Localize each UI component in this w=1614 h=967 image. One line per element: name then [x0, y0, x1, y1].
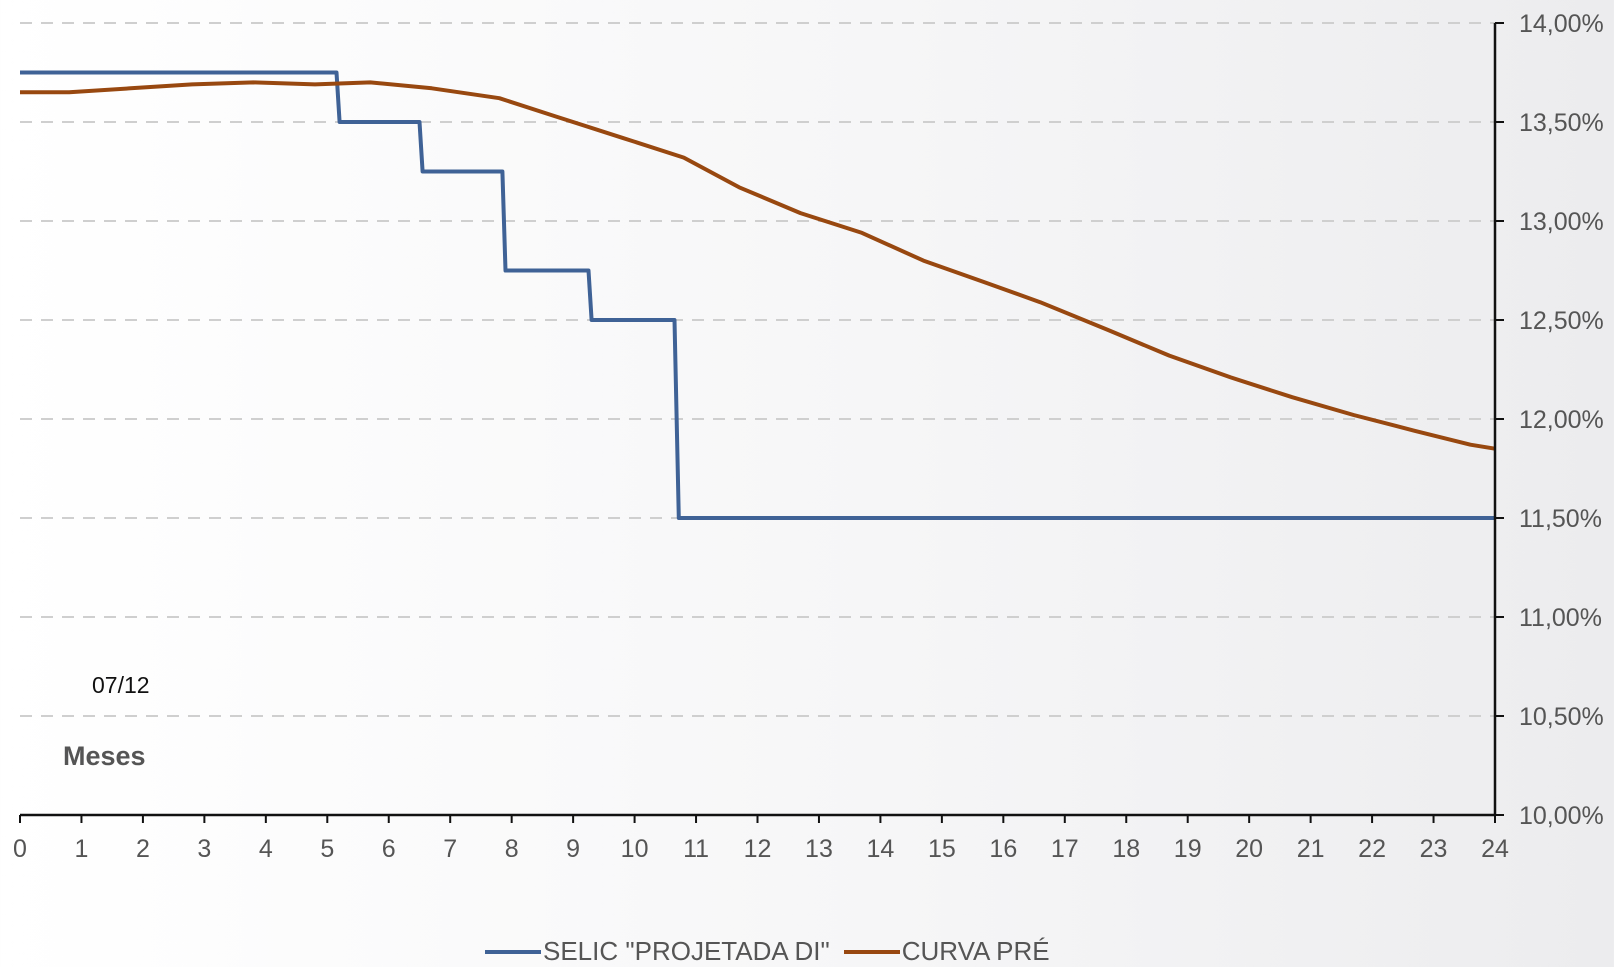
grid-lines — [20, 22, 1495, 717]
x-tick-label: 24 — [1481, 835, 1509, 863]
legend-swatch-selic — [485, 949, 541, 954]
legend-swatch-curva-pre — [843, 949, 900, 954]
x-tick-label: 6 — [382, 835, 396, 863]
x-tick-label: 12 — [744, 835, 772, 863]
x-tick-label: 15 — [928, 835, 956, 863]
legend-item-curva-pre: CURVA PRÉ — [843, 936, 1050, 967]
x-tick-label: 16 — [989, 835, 1017, 863]
legend-item-selic: SELIC "PROJETADA DI" — [485, 936, 830, 967]
x-tick-label: 1 — [75, 835, 89, 863]
y-tick-label: 14,00% — [1519, 10, 1604, 38]
date-annotation: 07/12 — [92, 672, 150, 698]
y-tick-label: 10,50% — [1519, 703, 1604, 731]
x-tick-label: 4 — [259, 835, 273, 863]
legend: SELIC "PROJETADA DI" CURVA PRÉ — [485, 936, 1064, 967]
x-tick-label: 5 — [320, 835, 334, 863]
x-tick-label: 18 — [1112, 835, 1140, 863]
x-tick-label: 7 — [443, 835, 457, 863]
x-tick-label: 21 — [1297, 835, 1325, 863]
y-tick-label: 10,00% — [1519, 802, 1604, 830]
x-axis-title: Meses — [63, 741, 146, 771]
series-lines — [20, 70, 1496, 520]
series-line-selic — [20, 70, 1495, 520]
y-tick-label: 11,00% — [1519, 604, 1602, 632]
y-tick-label: 12,00% — [1519, 406, 1604, 434]
x-axis-ticks: 0 1 2 3 4 5 6 7 8 9 10 11 12 13 14 15 16 17 18 19 20 21 22 23 24 — [13, 815, 1509, 863]
x-tick-label: 17 — [1051, 835, 1079, 863]
x-tick-label: 10 — [621, 835, 649, 863]
legend-label-selic: SELIC "PROJETADA DI" — [543, 936, 830, 966]
x-tick-label: 0 — [13, 835, 27, 863]
x-tick-label: 23 — [1420, 835, 1448, 863]
x-tick-label: 8 — [505, 835, 519, 863]
y-axis-ticks: 10,00% 10,50% 11,00% 11,50% 12,00% 12,50% 13,0… — [1495, 10, 1604, 830]
x-tick-label: 13 — [805, 835, 833, 863]
y-tick-label: 11,50% — [1519, 505, 1602, 533]
y-tick-label: 13,00% — [1519, 208, 1604, 236]
x-tick-label: 14 — [867, 835, 895, 863]
x-tick-label: 22 — [1358, 835, 1386, 863]
y-tick-label: 13,50% — [1519, 109, 1604, 137]
series-line-curva-pre — [20, 80, 1496, 451]
x-tick-label: 3 — [197, 835, 211, 863]
x-tick-label: 2 — [136, 835, 150, 863]
x-tick-label: 20 — [1235, 835, 1263, 863]
x-tick-label: 19 — [1174, 835, 1202, 863]
x-tick-label: 11 — [683, 835, 709, 863]
y-tick-label: 12,50% — [1519, 307, 1604, 335]
legend-label-curva-pre: CURVA PRÉ — [901, 936, 1050, 966]
x-tick-label: 9 — [566, 835, 580, 863]
